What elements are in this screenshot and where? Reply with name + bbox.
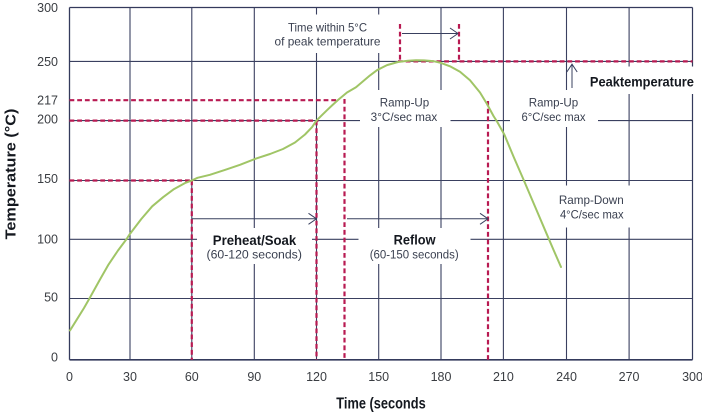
svg-text:Preheat/Soak: Preheat/Soak (213, 233, 297, 248)
svg-text:Reflow: Reflow (394, 233, 436, 248)
svg-text:(60-120 seconds): (60-120 seconds) (207, 250, 303, 262)
svg-text:217: 217 (37, 93, 58, 107)
svg-text:270: 270 (619, 370, 640, 384)
svg-text:of peak temperature: of peak temperature (275, 36, 381, 49)
svg-text:200: 200 (37, 112, 58, 126)
svg-text:Ramp-Down: Ramp-Down (559, 194, 624, 207)
svg-text:180: 180 (431, 370, 452, 384)
svg-text:120: 120 (306, 370, 327, 384)
svg-text:0: 0 (66, 370, 73, 384)
svg-text:30: 30 (123, 370, 137, 384)
svg-text:Time within 5°C: Time within 5°C (288, 22, 367, 35)
svg-text:250: 250 (37, 55, 58, 69)
svg-text:150: 150 (368, 370, 389, 384)
svg-text:300: 300 (682, 370, 702, 384)
svg-text:100: 100 (37, 233, 58, 247)
svg-text:90: 90 (247, 370, 261, 384)
svg-text:Peaktemperature: Peaktemperature (590, 75, 694, 90)
svg-text:0: 0 (51, 351, 58, 365)
svg-text:50: 50 (44, 290, 58, 304)
svg-text:Ramp-Up: Ramp-Up (529, 97, 579, 110)
svg-text:150: 150 (37, 172, 58, 186)
svg-text:(60-150 seconds): (60-150 seconds) (370, 250, 459, 262)
svg-text:Time (seconds: Time (seconds (336, 395, 425, 412)
svg-text:Ramp-Up: Ramp-Up (380, 97, 430, 110)
svg-text:3°C/sec max: 3°C/sec max (371, 111, 438, 124)
svg-text:60: 60 (185, 370, 199, 384)
svg-text:6°C/sec max: 6°C/sec max (521, 111, 585, 124)
svg-text:Temperature (°C): Temperature (°C) (3, 109, 20, 240)
svg-text:210: 210 (493, 370, 514, 384)
svg-text:240: 240 (556, 370, 577, 384)
svg-text:300: 300 (37, 1, 58, 15)
svg-text:4°C/sec max: 4°C/sec max (560, 209, 624, 222)
